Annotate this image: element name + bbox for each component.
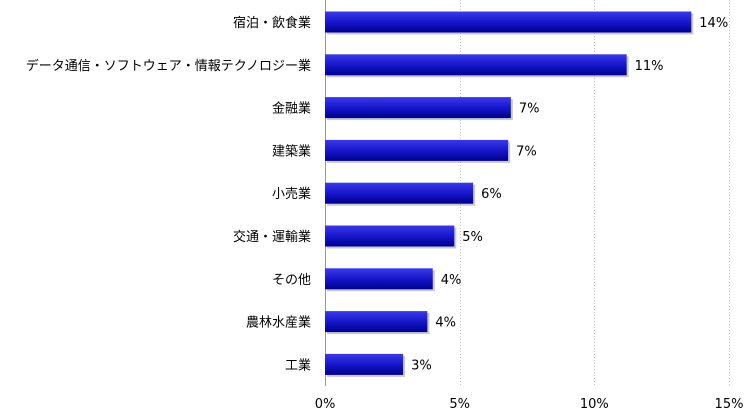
- bar: [325, 11, 692, 33]
- bar: [325, 97, 511, 119]
- value-labels: 14% 11% 7% 7% 6% 5% 4% 4% 3%: [411, 16, 728, 373]
- bar: [325, 353, 404, 375]
- bar: [325, 182, 474, 204]
- category-label: 小売業: [272, 186, 311, 202]
- x-tick-label: 15%: [715, 397, 744, 412]
- bars: [325, 11, 694, 377]
- x-tick-label: 10%: [580, 397, 609, 412]
- data-label: 7%: [519, 102, 540, 117]
- bar: [325, 268, 433, 290]
- x-axis-tick-labels: 0% 5% 10% 15%: [315, 397, 744, 412]
- data-label: 6%: [481, 187, 502, 202]
- data-label: 4%: [441, 273, 462, 288]
- category-label: 工業: [285, 357, 311, 373]
- bar: [325, 311, 428, 333]
- bar: [325, 139, 509, 161]
- category-label: 金融業: [272, 101, 311, 117]
- data-label: 14%: [699, 16, 728, 31]
- category-label: データ通信・ソフトウェア・情報テクノロジー業: [26, 58, 311, 74]
- category-label: 宿泊・飲食業: [233, 15, 311, 31]
- bar: [325, 225, 455, 247]
- data-label: 3%: [411, 358, 432, 373]
- category-label: 農林水産業: [246, 315, 311, 331]
- category-label: その他: [272, 273, 311, 288]
- data-label: 4%: [435, 316, 456, 331]
- data-label: 11%: [635, 59, 664, 74]
- category-labels: 宿泊・飲食業データ通信・ソフトウェア・情報テクノロジー業金融業建築業小売業交通・…: [26, 15, 311, 373]
- category-label: 建築業: [272, 143, 311, 159]
- x-tick-label: 0%: [315, 397, 336, 412]
- x-tick-label: 5%: [449, 397, 470, 412]
- bar: [325, 54, 627, 76]
- category-label: 交通・運輸業: [233, 229, 311, 245]
- data-label: 7%: [516, 144, 537, 159]
- data-label: 5%: [462, 230, 483, 245]
